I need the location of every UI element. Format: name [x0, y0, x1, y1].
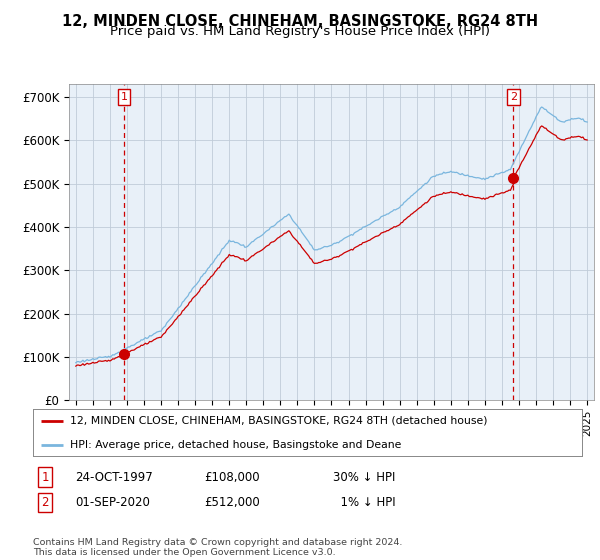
Text: £108,000: £108,000 [204, 470, 260, 484]
Text: 12, MINDEN CLOSE, CHINEHAM, BASINGSTOKE, RG24 8TH (detached house): 12, MINDEN CLOSE, CHINEHAM, BASINGSTOKE,… [70, 416, 488, 426]
Text: 1% ↓ HPI: 1% ↓ HPI [333, 496, 395, 509]
Text: 2: 2 [41, 496, 49, 509]
Text: 01-SEP-2020: 01-SEP-2020 [75, 496, 150, 509]
Text: £512,000: £512,000 [204, 496, 260, 509]
Text: Contains HM Land Registry data © Crown copyright and database right 2024.
This d: Contains HM Land Registry data © Crown c… [33, 538, 403, 557]
Text: 12, MINDEN CLOSE, CHINEHAM, BASINGSTOKE, RG24 8TH: 12, MINDEN CLOSE, CHINEHAM, BASINGSTOKE,… [62, 14, 538, 29]
Text: 1: 1 [41, 470, 49, 484]
Text: 24-OCT-1997: 24-OCT-1997 [75, 470, 153, 484]
Text: 30% ↓ HPI: 30% ↓ HPI [333, 470, 395, 484]
Text: Price paid vs. HM Land Registry's House Price Index (HPI): Price paid vs. HM Land Registry's House … [110, 25, 490, 38]
Text: 2: 2 [510, 92, 517, 102]
Text: HPI: Average price, detached house, Basingstoke and Deane: HPI: Average price, detached house, Basi… [70, 440, 402, 450]
Text: 1: 1 [121, 92, 127, 102]
